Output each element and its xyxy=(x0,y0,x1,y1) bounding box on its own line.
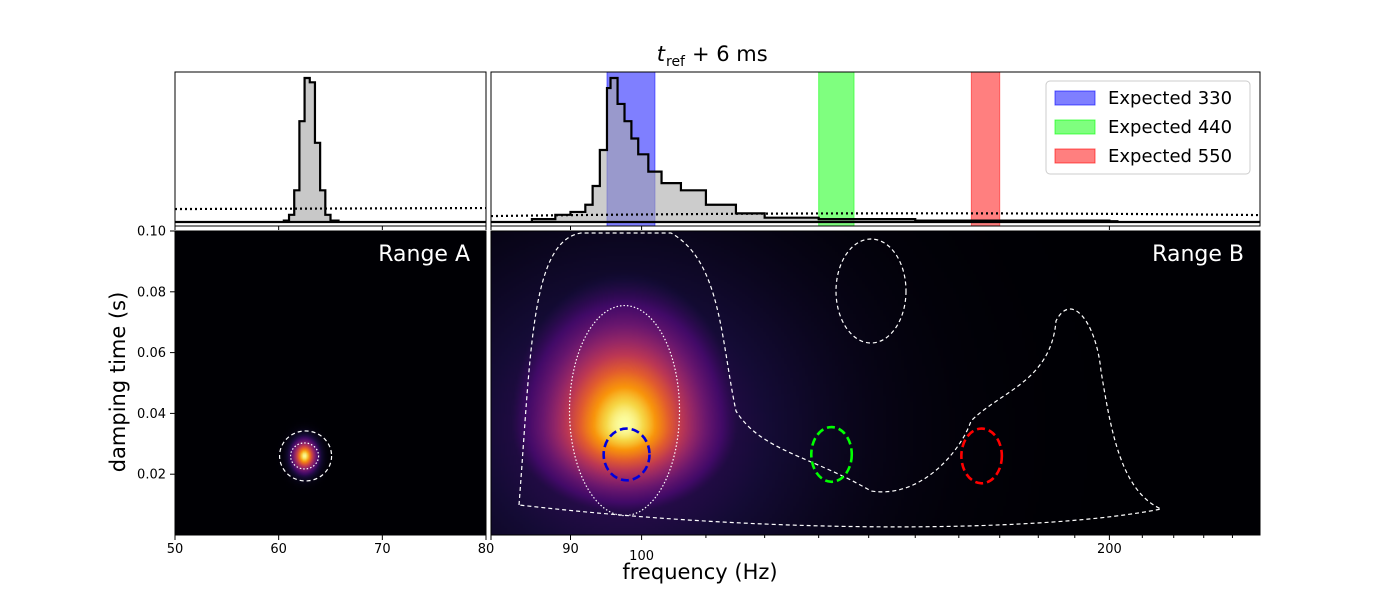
expected-band-2 xyxy=(818,71,855,227)
title-subscript: ref xyxy=(666,54,686,70)
expected-ellipse-2 xyxy=(809,425,854,484)
legend-label-2: Expected 440 xyxy=(1108,117,1232,138)
range-a-xtick-label: 70 xyxy=(374,542,391,557)
range-b-contour-90 xyxy=(518,232,1163,528)
expected-ellipse-1 xyxy=(602,427,651,482)
range-b-histogram-line xyxy=(530,76,1119,223)
legend-swatch-3 xyxy=(1054,148,1096,164)
range-a-contour-50 xyxy=(289,442,320,470)
x-axis-label: frequency (Hz) xyxy=(622,560,777,584)
range-a-frame xyxy=(174,230,487,536)
expected-band-3 xyxy=(970,71,1001,227)
range-b-density xyxy=(491,231,1260,535)
range-b-xtick-label: 100 xyxy=(629,549,654,564)
range-a-histogram-line xyxy=(282,76,340,222)
legend-box xyxy=(1045,80,1251,175)
range-b-histogram-frame xyxy=(490,71,1261,227)
y-axis-label: damping time (s) xyxy=(106,292,130,473)
range-a-xtick-label: 60 xyxy=(270,542,287,557)
expected-ellipse-3 xyxy=(960,427,1004,485)
range-a-ytick-label: 0.06 xyxy=(137,346,166,361)
range-a-ytick-label: 0.10 xyxy=(137,225,166,240)
range-b-histogram-fill xyxy=(531,78,1118,222)
range-a-histogram-fill xyxy=(283,78,339,222)
range-a-prior-line xyxy=(174,206,487,211)
range-a-contour-90 xyxy=(278,430,333,482)
legend-swatch-2 xyxy=(1054,119,1096,135)
range-a-ytick-label: 0.02 xyxy=(137,468,166,483)
range-b-label: Range B xyxy=(1152,242,1244,267)
figure-title: t ref + 6 ms xyxy=(657,42,768,70)
title-offset: + 6 ms xyxy=(692,42,768,66)
range-b-xtick-label: 90 xyxy=(562,542,579,557)
range-b-xtick-label: 200 xyxy=(1097,542,1122,557)
range-b-frame xyxy=(490,230,1261,536)
range-a-histogram-bg xyxy=(175,72,486,226)
range-a-xtick-label: 80 xyxy=(478,542,495,557)
range-a-density xyxy=(175,231,486,535)
range-a-ytick-label: 0.08 xyxy=(137,285,166,300)
range-b-contour-island xyxy=(835,238,907,344)
range-a-ytick-label: 0.04 xyxy=(137,407,166,422)
legend-label-3: Expected 550 xyxy=(1108,146,1232,167)
legend-swatch-1 xyxy=(1054,90,1096,106)
title-symbol: t xyxy=(657,42,666,66)
range-a-xtick-label: 50 xyxy=(167,542,184,557)
range-b-contour-50 xyxy=(568,304,681,517)
range-a-label: Range A xyxy=(378,242,470,267)
range-a-histogram-frame xyxy=(174,71,487,227)
legend-label-1: Expected 330 xyxy=(1108,88,1232,109)
